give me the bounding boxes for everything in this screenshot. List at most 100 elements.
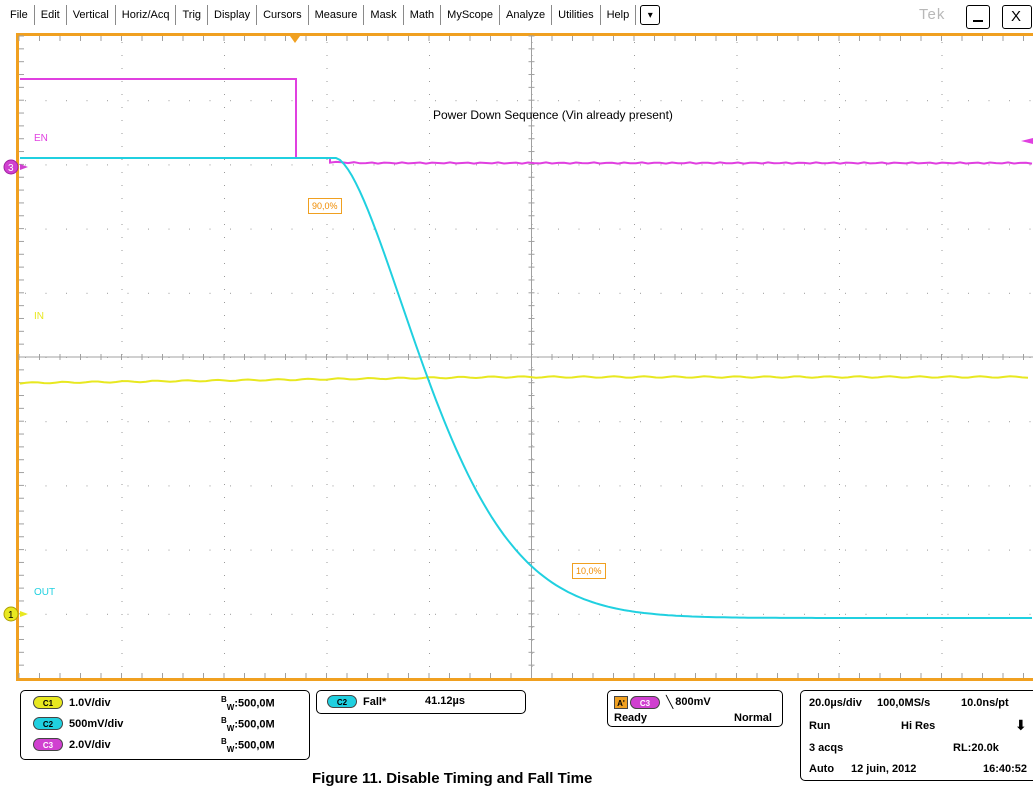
grid-dot: [121, 575, 123, 576]
timebase: 20.0µs/div: [809, 697, 862, 709]
grid-dot: [927, 228, 928, 230]
grid-dot: [224, 627, 225, 628]
menu-analyze[interactable]: Analyze: [500, 5, 553, 25]
grid-dot: [941, 653, 943, 654]
trigger-position-icon[interactable]: [290, 36, 300, 43]
waveform-display[interactable]: 3 1: [0, 0, 1033, 690]
grid-dot: [312, 100, 313, 102]
grid-dot: [988, 549, 990, 551]
grid-dot: [634, 237, 635, 238]
grid-dot: [326, 276, 328, 277]
grid-dot: [640, 485, 641, 487]
grid-dot: [941, 224, 943, 225]
menu-edit[interactable]: Edit: [35, 5, 67, 25]
grid-dot: [230, 292, 231, 294]
grid-dot: [224, 133, 225, 134]
grid-dot: [224, 237, 225, 238]
grid-dot: [941, 263, 943, 264]
grid-dot: [476, 485, 477, 487]
ch1-setting[interactable]: C1 1.0V/div: [33, 696, 111, 709]
grid-dot: [941, 445, 943, 446]
grid-dot: [66, 100, 67, 102]
grid-dot: [839, 406, 840, 407]
grid-dot: [865, 164, 867, 166]
grid-dot: [312, 292, 313, 294]
grid-dot: [1009, 485, 1010, 487]
grid-dot: [839, 523, 840, 524]
grid-dot: [941, 588, 943, 589]
close-button[interactable]: X: [1002, 5, 1032, 29]
menu-cursors[interactable]: Cursors: [257, 5, 309, 25]
menu-utilities[interactable]: Utilities: [552, 5, 601, 25]
grid-dot: [927, 292, 928, 294]
grid-dot: [353, 164, 354, 166]
minimize-button[interactable]: [966, 5, 990, 29]
grid-dot: [224, 224, 225, 225]
grid-dot: [435, 549, 436, 551]
menu-help[interactable]: Help: [601, 5, 637, 25]
grid-dot: [271, 228, 272, 230]
menu-dropdown-icon[interactable]: ▾: [640, 5, 661, 25]
grid-dot: [886, 485, 887, 487]
trigger-setting[interactable]: A' C3 ╲ 800mV: [614, 695, 711, 709]
grid-dot: [839, 172, 840, 173]
grid-dot: [25, 421, 26, 423]
grid-dot: [45, 292, 47, 294]
grid-dot: [839, 380, 840, 381]
menu-measure[interactable]: Measure: [309, 5, 365, 25]
measurement-panel[interactable]: C2 Fall* 41.12µs: [316, 690, 526, 714]
bw-prefix: B: [221, 737, 227, 746]
ch3-setting[interactable]: C3 2.0V/div: [33, 738, 111, 751]
menu-vertical[interactable]: Vertical: [67, 5, 116, 25]
grid-dot: [736, 562, 738, 563]
grid-dot: [865, 100, 867, 102]
menu-myscope[interactable]: MyScope: [441, 5, 501, 25]
trigger-panel[interactable]: A' C3 ╲ 800mV Ready Normal: [607, 690, 783, 727]
menu-file[interactable]: File: [4, 5, 35, 25]
grid-dot: [224, 185, 225, 186]
ch3-bw-value: 500,0M: [238, 739, 275, 752]
acquisition-panel[interactable]: 20.0µs/div 100,0MS/s 10.0ns/pt Run Hi Re…: [800, 690, 1033, 781]
grid-dot: [121, 601, 123, 602]
grid-dot: [839, 419, 840, 420]
grid-dot: [455, 549, 457, 551]
grid-dot: [886, 613, 887, 615]
grid-dot: [121, 68, 123, 69]
grid-dot: [619, 549, 621, 551]
grid-dot: [927, 421, 928, 423]
grid-dot: [224, 393, 225, 394]
grid-dot: [394, 292, 395, 294]
grid-dot: [429, 224, 430, 225]
grid-dot: [839, 510, 840, 511]
grid-dot: [224, 406, 225, 407]
menu-math[interactable]: Math: [404, 5, 442, 25]
bw-prefix: B: [221, 695, 227, 704]
grid-dot: [804, 613, 805, 615]
ch2-setting[interactable]: C2 500mV/div: [33, 717, 123, 730]
grid-dot: [250, 164, 252, 166]
grid-dot: [66, 292, 67, 294]
fall-measurement[interactable]: C2 Fall*: [327, 695, 386, 708]
menu-trig[interactable]: Trig: [176, 5, 209, 25]
grid-dot: [107, 549, 108, 551]
grid-dot: [224, 640, 225, 641]
grid-dot: [736, 172, 738, 173]
vertical-settings-panel[interactable]: C1 1.0V/div BW:500,0M C2 500mV/div BW:50…: [20, 690, 310, 760]
grid-dot: [634, 549, 635, 550]
grid-dot: [45, 485, 47, 487]
ch3-ground-marker[interactable]: 3: [3, 159, 28, 175]
ch1-ground-marker[interactable]: 1: [3, 606, 28, 622]
menu-horiz-acq[interactable]: Horiz/Acq: [116, 5, 177, 25]
grid-dot: [25, 164, 26, 166]
grid-dot: [326, 601, 328, 602]
grid-dot: [941, 107, 943, 108]
grid-dot: [189, 292, 190, 294]
menu-mask[interactable]: Mask: [364, 5, 404, 25]
grid-dot: [353, 228, 354, 230]
grid-dot: [839, 484, 840, 485]
grid-dot: [634, 536, 635, 537]
grid-dot: [121, 159, 123, 160]
grid-dot: [224, 289, 225, 290]
menu-display[interactable]: Display: [208, 5, 258, 25]
grid-dot: [634, 159, 635, 160]
